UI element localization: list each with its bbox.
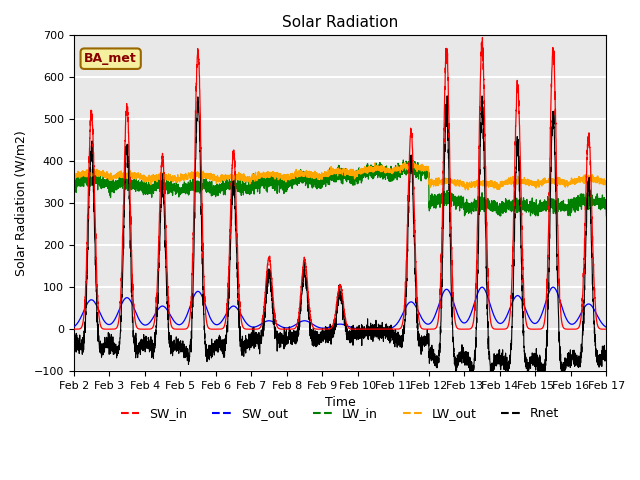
Y-axis label: Solar Radiation (W/m2): Solar Radiation (W/m2): [15, 131, 28, 276]
X-axis label: Time: Time: [324, 396, 355, 409]
Legend: SW_in, SW_out, LW_in, LW_out, Rnet: SW_in, SW_out, LW_in, LW_out, Rnet: [116, 402, 564, 425]
Text: BA_met: BA_met: [84, 52, 137, 65]
Title: Solar Radiation: Solar Radiation: [282, 15, 398, 30]
